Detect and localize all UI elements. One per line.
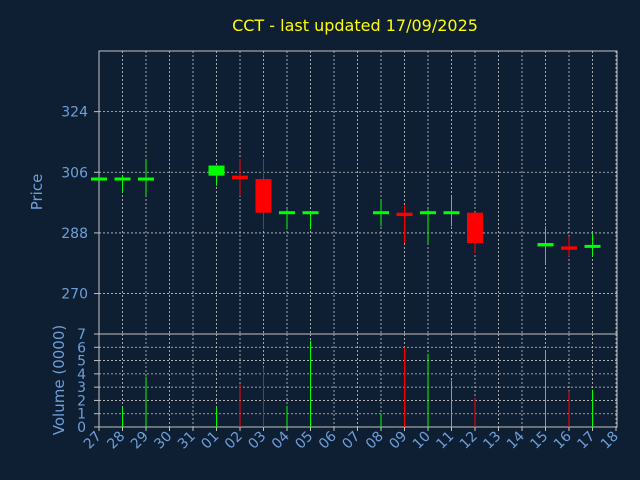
x-tick-label: 08 (363, 429, 387, 453)
volume-tick-label: 0 (77, 420, 86, 436)
volume-bars (122, 340, 593, 427)
candle-body (302, 211, 319, 215)
candle-body (114, 177, 131, 181)
volume-tick-label: 7 (77, 327, 86, 343)
x-tick-label: 31 (175, 429, 199, 453)
x-tick-label: 11 (433, 429, 457, 453)
x-tick-label: 06 (316, 428, 340, 452)
price-tick-label: 306 (61, 165, 88, 181)
candle-body (420, 211, 436, 215)
volume-tick-label: 2 (77, 393, 86, 409)
chart-title: CCT - last updated 17/09/2025 (232, 16, 478, 35)
candle-body (138, 177, 154, 181)
x-axis-label: Day (334, 460, 362, 476)
x-tick-label: 05 (292, 429, 316, 453)
x-tick-label: 01 (198, 429, 222, 453)
candle-body (537, 243, 554, 247)
volume-tick-label: 1 (77, 407, 86, 423)
x-tick-label: 02 (222, 429, 246, 453)
x-tick-label: 14 (504, 428, 528, 452)
price-tick-label: 270 (61, 287, 88, 303)
y-axis-label: Price (28, 174, 46, 211)
x-tick-label: 28 (104, 429, 128, 453)
volume-tick-label: 5 (77, 354, 86, 370)
price-tick-label: 288 (61, 226, 88, 242)
x-tick-label: 16 (551, 428, 575, 452)
x-tick-label: 07 (339, 429, 363, 453)
x-tick-label: 04 (269, 428, 293, 452)
candle-body (443, 211, 460, 215)
candle-body (91, 177, 107, 181)
volume-tick-label: 4 (77, 367, 86, 383)
volume-panel-frame (98, 333, 618, 428)
x-tick-label: 15 (527, 429, 551, 453)
x-tick-label: 30 (151, 429, 175, 453)
candle-body (232, 175, 248, 180)
candle-body (396, 212, 413, 217)
candle-body (467, 212, 483, 244)
x-tick-label: 29 (128, 429, 152, 453)
candle-body (584, 244, 601, 248)
x-tick-label: 17 (574, 429, 598, 453)
candle-body (561, 246, 577, 250)
x-tick-label: 03 (245, 429, 269, 453)
candle-body (279, 211, 295, 215)
x-tick-label: 10 (410, 429, 434, 453)
x-tick-label: 18 (598, 429, 622, 453)
volume-tick-label: 3 (77, 380, 86, 396)
price-tick-label: 324 (61, 105, 88, 121)
candle-body (208, 165, 225, 176)
x-tick-label: 12 (457, 429, 481, 453)
price-axis: 270 288 306 324 (61, 105, 99, 303)
price-panel-frame (98, 50, 618, 335)
x-tick-label: 09 (386, 429, 410, 453)
volume-axis-label: Volume (0000) (50, 325, 68, 435)
grid-lines (98, 51, 617, 427)
volume-tick-label: 6 (77, 340, 86, 356)
x-axis: 27 28 29 30 31 01 02 03 04 05 06 07 08 09 10 11 12 13 14 15… (81, 427, 622, 452)
candle-body (373, 211, 389, 215)
x-tick-label: 13 (480, 429, 504, 453)
candles (91, 158, 601, 264)
candle-body (255, 179, 272, 213)
